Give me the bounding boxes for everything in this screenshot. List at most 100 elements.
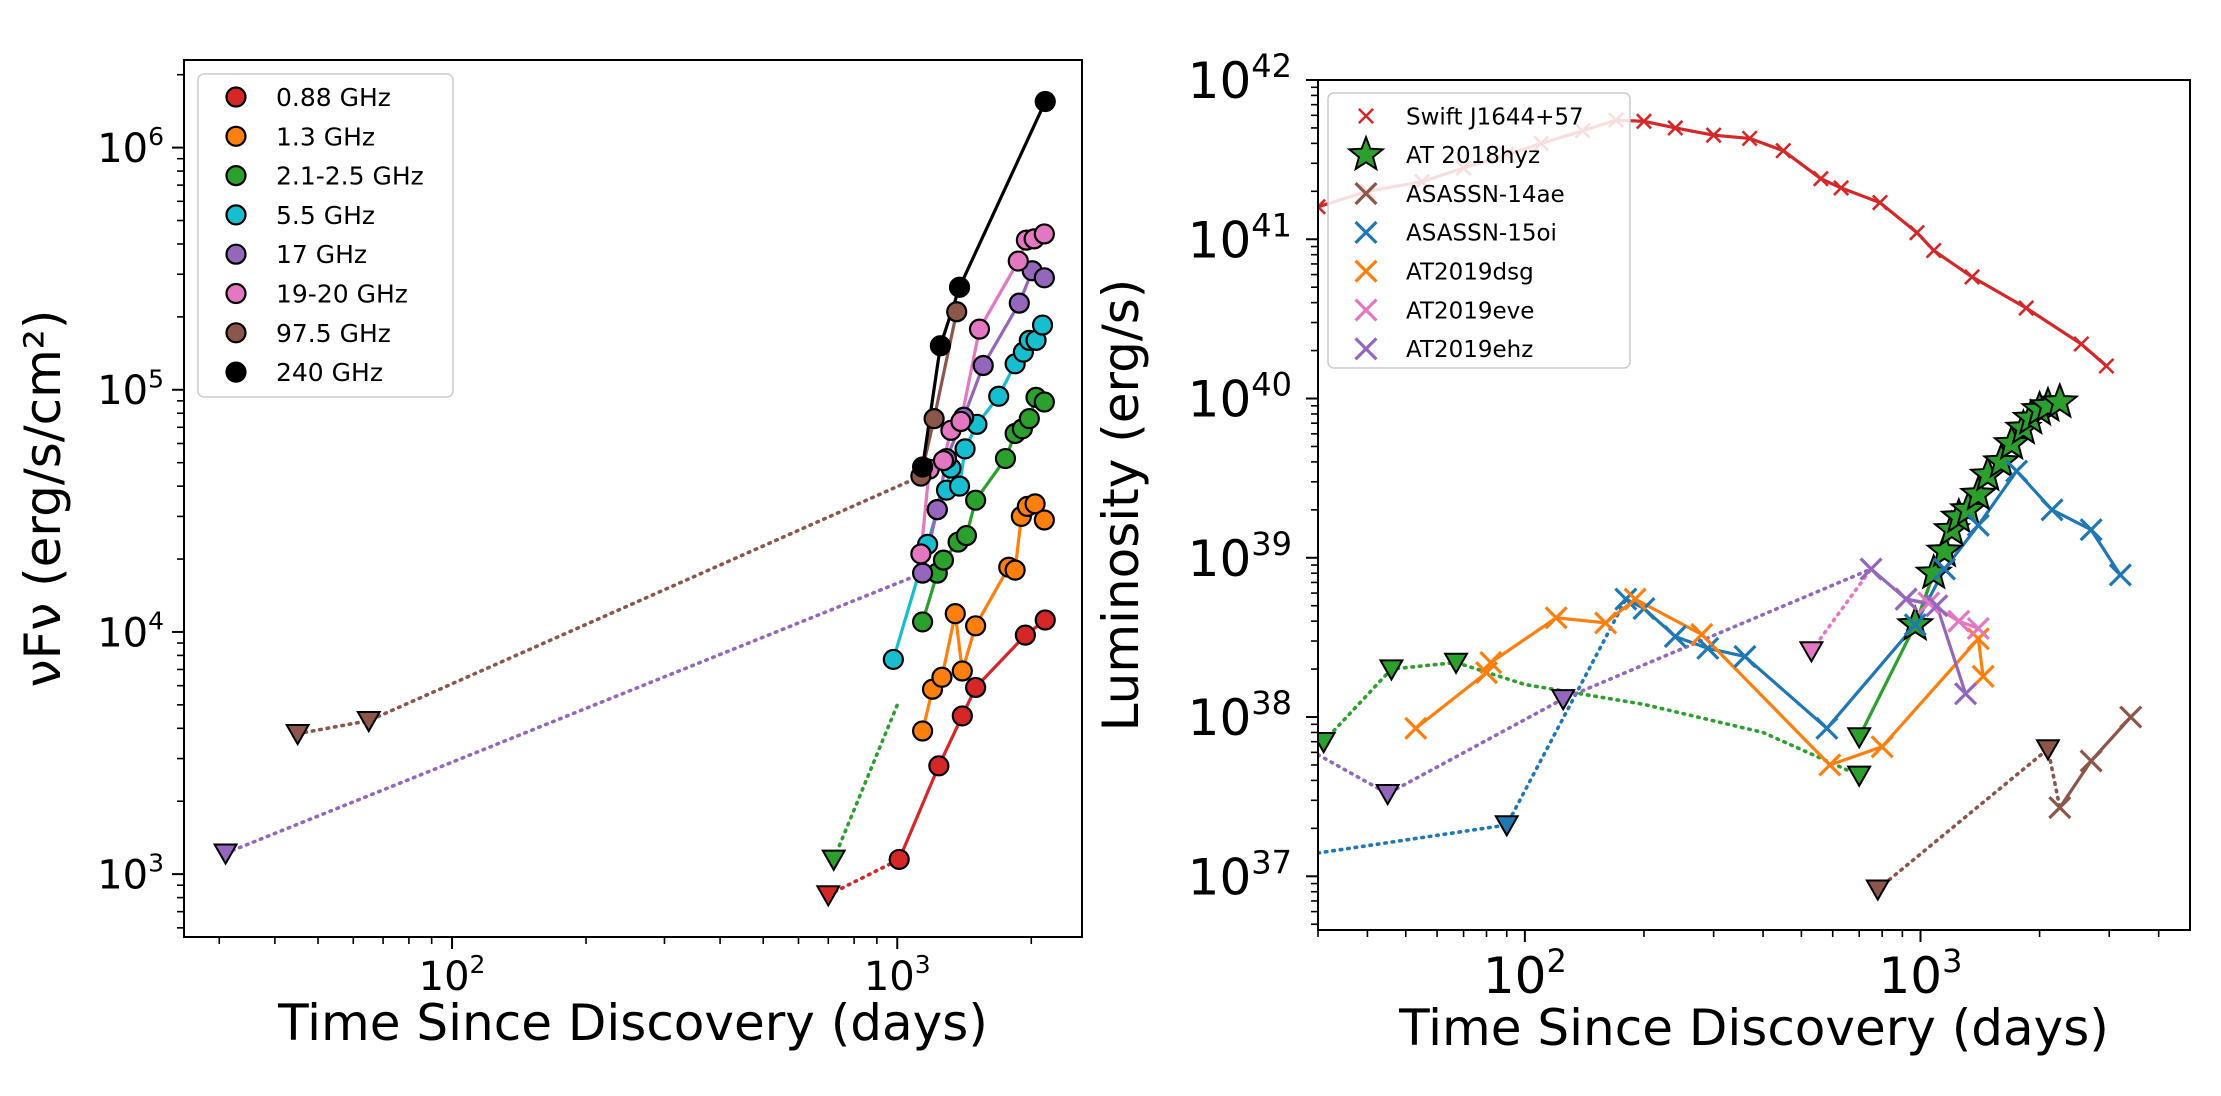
data-point-7-0 [882,648,904,671]
data-point-11-5 [968,318,991,340]
y-tick-label-2: 105 [97,364,164,414]
data-point-15-1 [929,335,951,357]
legend-label-6: 97.5 GHz [276,319,391,348]
data-point-7-6 [954,438,976,460]
legend-label-2: ASASSN-14ae [1406,182,1565,208]
data-point-3-10 [1024,493,1046,515]
x-axis-label: Time Since Discovery (days) [1398,999,2109,1057]
y-tick-label-1: 1038 [1188,684,1292,747]
y-tick-label-3: 1040 [1188,366,1292,429]
legend-marker-4 [1354,259,1378,283]
data-point-9-0 [1494,815,1520,838]
data-point-11-4 [950,410,972,433]
data-point-7-13 [1031,314,1054,336]
data-point-1-2 [1925,530,1964,568]
data-point-3-2 [931,666,953,688]
data-point-7-8 [988,385,1010,407]
data-point-5-0 [821,849,847,872]
data-point-11-2 [1479,650,1503,675]
data-point-12-2 [1947,609,1971,633]
data-point-15-1 [1894,587,1918,611]
data-point-11-4 [1594,611,1618,635]
data-point-11-6 [1007,250,1029,272]
plot-area [1318,112,2143,902]
data-point-13-0 [1798,641,1825,664]
data-point-15-0 [911,456,934,478]
data-point-0-1 [928,755,950,777]
data-point-0-5 [1034,609,1056,631]
axes-frame [183,59,1083,938]
data-point-5-2 [2119,705,2143,729]
legend-marker-6 [225,322,247,344]
data-point-15-0 [1859,557,1883,581]
data-point-3-0 [911,720,934,742]
data-point-11-9 [1966,627,1990,651]
data-point-1-9 [1992,423,2032,461]
data-point-8-5 [1008,292,1030,314]
data-point-8-4 [972,354,994,377]
data-point-4-2 [932,549,955,571]
data-point-4-0 [911,611,934,633]
legend-label-4: 17 GHz [276,240,367,269]
series-line-10 [1318,597,1628,855]
data-point-6-0 [1865,879,1891,902]
data-point-4-4 [955,524,978,547]
y-axis-label: νFν (erg/s/cm²) [14,310,72,688]
y-tick-label-0: 1037 [1188,843,1292,906]
data-point-9-0 [212,843,239,866]
data-point-2-3 [1846,765,1872,788]
data-point-0-14 [1833,179,1850,196]
data-point-8-7 [1033,267,1055,289]
data-point-5-1 [2079,749,2103,773]
legend-marker-5 [1354,298,1378,322]
data-point-15-3 [1953,682,1978,706]
data-point-8-4 [1733,644,1757,669]
data-point-3-3 [944,603,966,625]
legend-marker-0 [225,86,247,108]
data-point-0-16 [1908,224,1926,241]
data-point-8-10 [2040,498,2064,522]
data-point-8-5 [1815,716,1839,740]
series-line-14 [295,474,923,736]
legend-marker-1 [225,125,247,147]
data-point-11-0 [910,543,932,565]
data-point-4-9 [1018,408,1040,430]
data-point-11-9 [1033,223,1055,245]
data-point-11-0 [1404,716,1428,740]
data-point-12-2 [946,301,968,323]
data-point-13-1 [356,710,382,734]
data-point-0-2 [951,705,973,727]
legend-marker-6 [1354,337,1378,361]
data-point-8-6 [1903,613,1927,637]
x-tick-label-0: 102 [419,950,486,1000]
data-point-8-12 [2108,563,2132,587]
y-tick-label-2: 1039 [1188,525,1292,588]
legend-box [1327,92,1631,369]
legend-marker-5 [225,282,247,305]
series-line-14 [1809,567,1873,653]
data-point-2-4 [1846,727,1872,750]
y-tick-label-0: 103 [97,849,164,899]
data-point-8-7 [1932,557,1957,581]
data-point-0-10 [1705,127,1722,144]
luminosity-light-curve-panel: 102 103 1037 1038 1039 1040 1041 1042 Time Since… [1092,47,2191,1057]
data-point-12-1 [1917,591,1941,615]
legend-label-4: AT2019dsg [1406,259,1534,285]
data-point-0-18 [1964,268,1981,285]
legend: Swift J1644+57 AT 2018hyz ASASSN-14ae ASASS… [1327,92,1631,369]
y-tick-label-1: 104 [97,607,164,657]
data-point-4-11 [1033,391,1055,413]
data-point-0-0 [888,848,910,871]
series-line-10 [223,571,925,855]
data-point-8-2 [1663,625,1687,649]
data-point-4-5 [965,489,987,511]
data-point-8-0 [911,562,934,584]
minor-ticks [1311,86,2160,937]
data-point-1-8 [1981,441,2021,479]
data-point-11-6 [1690,622,1714,647]
data-point-5-0 [2048,796,2072,820]
legend-marker-4 [225,243,247,265]
data-point-1-0 [815,885,841,908]
axes-frame [1317,79,2191,931]
data-point-0-11 [1741,130,1758,147]
